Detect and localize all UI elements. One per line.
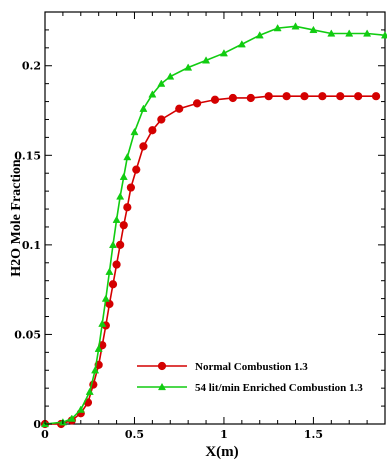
data-point	[119, 172, 128, 180]
data-point	[354, 92, 363, 101]
legend-marker	[157, 382, 167, 391]
x-tick-label: 1	[220, 428, 228, 441]
data-point	[193, 99, 202, 108]
data-point	[76, 405, 85, 413]
data-point	[112, 260, 121, 269]
data-point	[116, 240, 125, 249]
data-point	[67, 414, 76, 422]
data-point	[123, 152, 132, 161]
data-point	[309, 25, 318, 34]
data-point	[126, 183, 135, 192]
data-point	[184, 63, 193, 71]
data-point	[237, 40, 246, 48]
data-point	[291, 22, 300, 30]
data-point	[123, 203, 132, 212]
data-point	[119, 221, 128, 230]
data-point	[130, 127, 139, 136]
legend-label: 54 lit/min Enriched Combustion 1.3	[195, 382, 363, 394]
data-point	[101, 294, 110, 302]
series-group	[40, 22, 387, 429]
data-point	[175, 104, 184, 113]
legend-marker	[157, 361, 167, 371]
data-point	[108, 280, 118, 289]
data-point	[105, 267, 114, 275]
series-1	[40, 92, 381, 429]
data-point	[98, 319, 107, 327]
data-point	[94, 344, 103, 352]
data-point	[85, 387, 94, 395]
data-point	[246, 93, 255, 103]
data-point	[139, 104, 148, 112]
data-point	[166, 72, 175, 80]
data-point	[132, 165, 141, 174]
plot-frame	[44, 11, 386, 425]
x-tick-label: 1.5	[304, 428, 323, 441]
data-point	[255, 31, 264, 39]
axes-group: 0 0.5 1 1.5 0 0.05 0.1 0.15 0.2	[14, 12, 385, 441]
y-tick-label: 0.05	[14, 328, 41, 341]
data-point	[273, 24, 282, 32]
data-point	[300, 92, 309, 101]
data-point	[157, 79, 166, 87]
data-point	[264, 92, 273, 101]
plot-frame-group	[44, 11, 386, 425]
data-point	[91, 366, 100, 374]
data-point	[371, 92, 381, 101]
data-point	[139, 142, 148, 151]
legend: Normal Combustion 1.3 54 lit/min Enriched…	[137, 361, 363, 394]
data-point	[148, 126, 157, 135]
legend-label: Normal Combustion 1.3	[195, 361, 308, 373]
y-axis-title: H2O Mole Fraction	[9, 159, 24, 277]
series-line	[44, 25, 386, 425]
data-point	[318, 92, 327, 101]
data-point	[363, 29, 372, 37]
data-point	[148, 90, 157, 98]
y-tick-label: 0.1	[22, 239, 41, 252]
data-point	[219, 49, 228, 57]
x-tick-label: 0.5	[125, 428, 144, 441]
data-point	[210, 95, 220, 104]
data-point	[108, 240, 118, 248]
data-point	[157, 115, 166, 124]
data-point	[282, 92, 291, 101]
series-2	[40, 22, 387, 428]
data-point	[327, 29, 336, 37]
data-point	[336, 92, 345, 101]
data-point	[345, 29, 354, 37]
data-point	[228, 93, 237, 103]
y-tick-label: 0	[33, 418, 41, 431]
data-point	[116, 192, 125, 200]
data-point	[112, 215, 121, 223]
x-axis-title: X(m)	[205, 444, 238, 460]
y-tick-label: 0.2	[22, 60, 41, 73]
y-tick-label: 0.15	[14, 149, 41, 162]
data-point	[202, 56, 211, 64]
x-tick-label: 0	[41, 428, 49, 441]
